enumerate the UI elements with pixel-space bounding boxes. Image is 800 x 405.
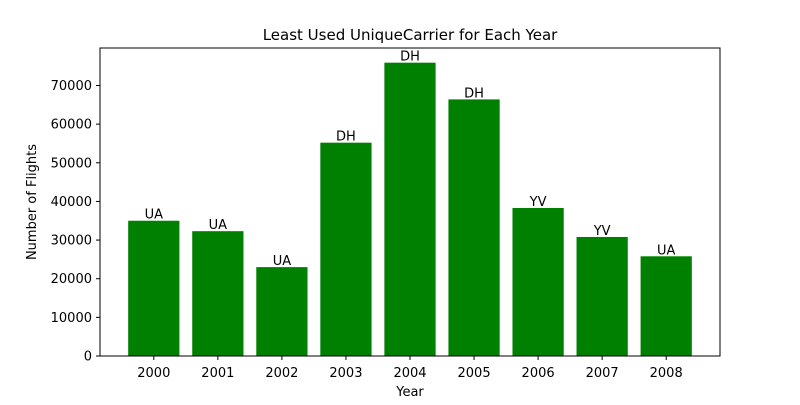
- bar-2004: [384, 62, 436, 357]
- y-tick-label: 40000: [51, 195, 92, 210]
- y-tick-label: 10000: [51, 311, 92, 326]
- x-tick-label: 2000: [137, 366, 170, 381]
- bar-label-2007: YV: [593, 224, 611, 239]
- bar-2000: [128, 220, 180, 356]
- chart-title: Least Used UniqueCarrier for Each Year: [263, 26, 558, 44]
- x-axis-label: Year: [395, 385, 424, 400]
- x-tick-label: 2003: [329, 366, 362, 381]
- bar-label-2004: DH: [400, 50, 420, 65]
- bar-2007: [576, 236, 628, 356]
- bar-2005: [448, 99, 500, 357]
- y-axis-ticks: 0 10000 20000 30000 40000 50000 60000 70000: [51, 79, 100, 365]
- bar-label-2008: UA: [657, 243, 676, 258]
- bar-label-2002: UA: [273, 254, 292, 269]
- bar-2002: [256, 267, 308, 356]
- y-tick-label: 30000: [51, 234, 92, 249]
- x-tick-label: 2008: [650, 366, 683, 381]
- bar-2008: [640, 256, 692, 356]
- bar-label-2003: DH: [336, 130, 356, 145]
- y-tick-label: 50000: [51, 156, 92, 171]
- x-axis-ticks: 2000 2001 2002 2003 2004 2005 2006 2007 2008: [137, 356, 683, 381]
- x-tick-label: 2002: [265, 366, 298, 381]
- bars-layer: [128, 62, 692, 357]
- x-tick-label: 2001: [201, 366, 234, 381]
- y-axis-label: Number of Flights: [25, 144, 40, 260]
- bar-2006: [512, 207, 564, 356]
- plot-frame: [99, 47, 721, 357]
- bar-label-2001: UA: [209, 218, 228, 233]
- x-tick-label: 2005: [458, 366, 491, 381]
- y-tick-label: 60000: [51, 118, 92, 133]
- bar-label-2000: UA: [145, 208, 164, 223]
- bar-2003: [320, 142, 372, 356]
- y-tick-label: 20000: [51, 272, 92, 287]
- x-tick-label: 2007: [586, 366, 619, 381]
- y-tick-label: 0: [84, 350, 92, 365]
- bar-label-2005: DH: [464, 86, 484, 101]
- y-tick-label: 70000: [51, 79, 92, 94]
- bar-2001: [192, 231, 244, 356]
- x-tick-label: 2004: [393, 366, 426, 381]
- bar-labels-layer: UA UA UA DH DH DH YV YV UA: [145, 50, 676, 269]
- x-tick-label: 2006: [522, 366, 555, 381]
- bar-label-2006: YV: [529, 195, 547, 210]
